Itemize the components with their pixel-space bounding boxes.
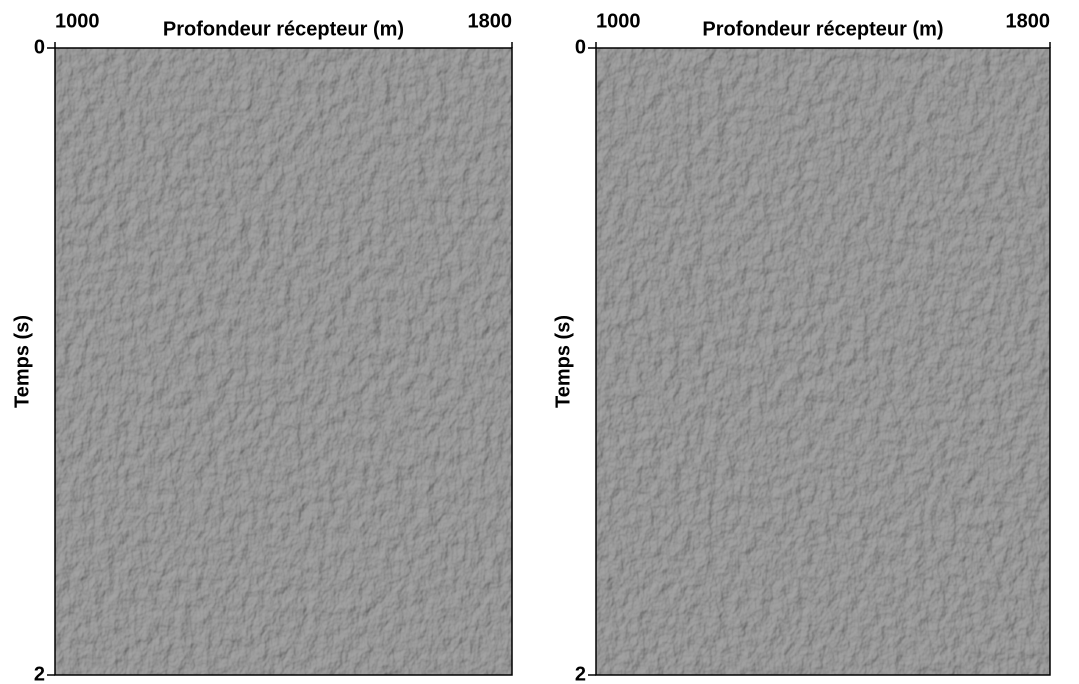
panel: 1000 1800 0 2 Profondeur récepteur (m) Temps … (11, 10, 513, 684)
y-axis-label: Temps (s) (552, 315, 574, 408)
x-tick-label: 1000 (596, 10, 641, 32)
plot-frame (595, 47, 1051, 676)
x-axis-label: Profondeur récepteur (m) (702, 18, 943, 40)
y-tick-label: 2 (34, 663, 45, 684)
x-tick-label: 1000 (55, 10, 100, 32)
y-tick-label: 0 (34, 36, 45, 58)
y-axis-label: Temps (s) (11, 315, 33, 408)
x-tick-label: 1800 (468, 10, 513, 32)
y-tick-label: 0 (575, 36, 586, 58)
seismic-image (55, 48, 512, 675)
plot-frame (54, 47, 513, 676)
x-tick-label: 1800 (1006, 10, 1051, 32)
panel: 1000 1800 0 2 Profondeur récepteur (m) Temps … (552, 10, 1051, 684)
y-tick-label: 2 (575, 663, 586, 684)
x-axis-label: Profondeur récepteur (m) (163, 18, 404, 40)
seismic-image (596, 48, 1050, 675)
